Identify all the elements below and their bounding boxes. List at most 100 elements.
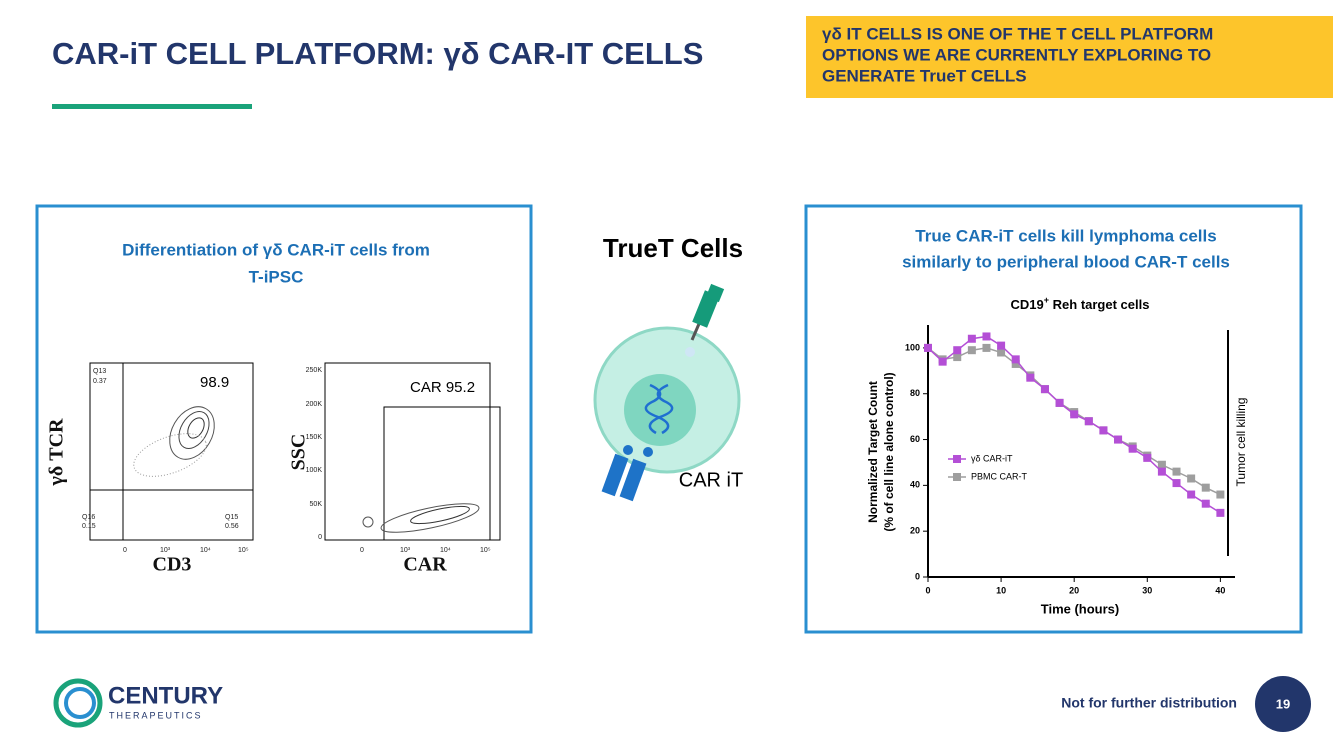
y-tick-label: 60 <box>910 434 920 444</box>
x-tick-label: 10 <box>996 585 1006 595</box>
data-point <box>1055 398 1064 407</box>
data-point <box>1084 417 1093 426</box>
callout: γδ IT CELLS IS ONE OF THE T CELL PLATFOR… <box>822 24 1213 85</box>
gate-value: CAR 95.2 <box>410 379 475 396</box>
y-axis-label: (% of cell line alone control) <box>882 372 896 531</box>
y-tick-label: 40 <box>910 480 920 490</box>
data-point <box>1128 444 1137 453</box>
data-point <box>1216 508 1225 517</box>
quadrant: Q15 <box>225 514 238 521</box>
quadrant: Q16 <box>82 514 95 521</box>
legend-label: PBMC CAR-T <box>971 471 1028 481</box>
annotation: Tumor cell killing <box>1234 398 1248 487</box>
page-number: 19 <box>1276 696 1290 711</box>
data-point <box>1070 410 1079 419</box>
panel-title: True CAR-iT cells kill lymphoma cells <box>915 226 1216 245</box>
tick: 0 <box>318 534 322 541</box>
axis-label: SSC <box>288 434 310 471</box>
data-point <box>1011 355 1020 364</box>
tick: 50K <box>310 501 323 508</box>
data-point <box>938 357 947 366</box>
quadrant: 0.37 <box>93 378 107 385</box>
data-point <box>997 341 1006 350</box>
y-axis-label: Normalized Target Count <box>866 381 880 523</box>
y-tick-label: 20 <box>910 526 920 536</box>
logo <box>53 678 103 728</box>
x-tick-label: 20 <box>1069 585 1079 595</box>
slide-title: CAR-iT CELL PLATFORM: γδ CAR-IT CELLS <box>52 36 703 71</box>
tick: 10³ <box>160 547 171 554</box>
callout-box <box>806 16 1333 98</box>
panel-title: T-iPSC <box>249 267 304 286</box>
data-point <box>1201 499 1210 508</box>
quadrant: 0.15 <box>82 523 96 530</box>
data-point <box>953 353 962 362</box>
plot: 0 20 40 60 80 100 0 10 20 30 40 γδ CAR-iT PBMC CAR-T <box>905 325 1235 595</box>
panel-title: Differentiation of γδ CAR-iT cells from <box>122 240 430 259</box>
footer-note: Not for further distribution <box>1061 695 1237 711</box>
data-point <box>1157 460 1166 469</box>
logo-sub: THERAPEUTICS <box>109 710 203 720</box>
data-point <box>997 348 1006 357</box>
left-panel <box>35 204 533 634</box>
right-panel <box>804 204 1303 634</box>
chart-title-part: Reh target cells <box>1049 297 1149 312</box>
flow-labels: Q13 0.37 Q16 0.15 Q15 0.56 0 10³ 10⁴ 10⁵… <box>82 367 491 554</box>
x-tick-label: 0 <box>925 585 930 595</box>
x-tick-label: 40 <box>1215 585 1225 595</box>
y-tick-label: 0 <box>915 571 920 581</box>
data-point <box>1114 435 1123 444</box>
tick: 100K <box>306 467 323 474</box>
data-point <box>924 343 932 352</box>
tick: 0 <box>123 547 127 554</box>
data-point <box>1099 426 1108 435</box>
tick: 10⁵ <box>238 547 249 554</box>
data-point <box>982 332 991 341</box>
legend-label: γδ CAR-iT <box>971 453 1013 463</box>
data-point <box>982 343 991 352</box>
tick: 150K <box>306 434 323 441</box>
panel-title: similarly to peripheral blood CAR-T cell… <box>902 252 1230 271</box>
y-tick-label: 80 <box>910 388 920 398</box>
x-axis-label: Time (hours) <box>1041 601 1120 616</box>
data-point <box>967 334 976 343</box>
chart-title-part: + <box>1044 295 1049 305</box>
data-point <box>1026 373 1035 382</box>
x-tick-label: 30 <box>1142 585 1152 595</box>
gate-value: 98.9 <box>200 374 229 391</box>
data-point <box>1040 385 1049 394</box>
axis-label: γδ TCR <box>46 418 68 487</box>
quadrant: Q13 <box>93 368 106 375</box>
title-underline <box>52 104 252 109</box>
legend-swatch <box>953 473 961 481</box>
axis-label: CD3 <box>153 554 192 576</box>
logo-text: CENTURY <box>108 682 223 709</box>
data-point <box>967 346 976 355</box>
callout-line: GENERATE TrueT CELLS <box>822 66 1027 85</box>
tick: 10⁴ <box>200 547 211 554</box>
data-point <box>1157 467 1166 476</box>
cell-diagram <box>593 283 741 502</box>
y-tick-label: 100 <box>905 342 920 352</box>
data-point <box>1172 479 1181 488</box>
flow-plot <box>89 362 501 541</box>
tick: 200K <box>306 401 323 408</box>
page-badge <box>1255 676 1311 732</box>
data-point <box>953 346 962 355</box>
tick: 0 <box>360 547 364 554</box>
tick: 10⁴ <box>440 547 451 554</box>
tick: 10³ <box>400 547 411 554</box>
callout-line: OPTIONS WE ARE CURRENTLY EXPLORING TO <box>822 45 1211 64</box>
center-title: TrueT Cells <box>603 233 743 263</box>
data-point <box>1187 490 1196 499</box>
callout-line: γδ IT CELLS IS ONE OF THE T CELL PLATFOR… <box>822 24 1213 43</box>
data-point <box>1011 359 1020 368</box>
tick: 250K <box>306 367 323 374</box>
tick: 10⁵ <box>480 547 491 554</box>
chart-title-part: CD19 <box>1011 297 1044 312</box>
data-point <box>1216 490 1225 499</box>
chart-title: CD19+ Reh target cells <box>1011 295 1150 312</box>
data-point <box>1201 483 1210 492</box>
